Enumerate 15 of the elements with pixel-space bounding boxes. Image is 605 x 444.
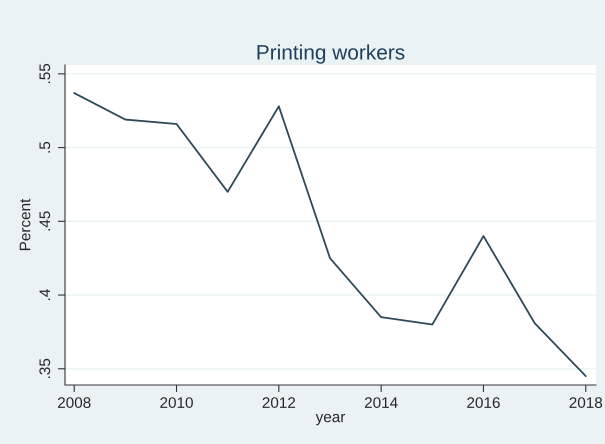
- x-tick-label: 2014: [364, 397, 398, 408]
- y-tick-label: .35: [39, 358, 50, 378]
- x-axis-title: year: [316, 414, 346, 426]
- y-tick-label: .45: [40, 211, 50, 231]
- y-tick-label: .5: [40, 142, 50, 153]
- x-tick-label: 2010: [160, 397, 193, 408]
- x-tick-label: 2012: [262, 397, 296, 408]
- x-tick-label: 2008: [58, 397, 91, 408]
- y-axis-title: Percent: [20, 198, 30, 250]
- x-tick-label: 2016: [467, 397, 500, 408]
- y-tick-label: .55: [40, 64, 50, 84]
- line-series: [73, 92, 587, 378]
- chart-title: Printing workers: [258, 44, 404, 64]
- x-tick-label: 2018: [570, 397, 602, 408]
- y-tick-label: .4: [40, 289, 50, 300]
